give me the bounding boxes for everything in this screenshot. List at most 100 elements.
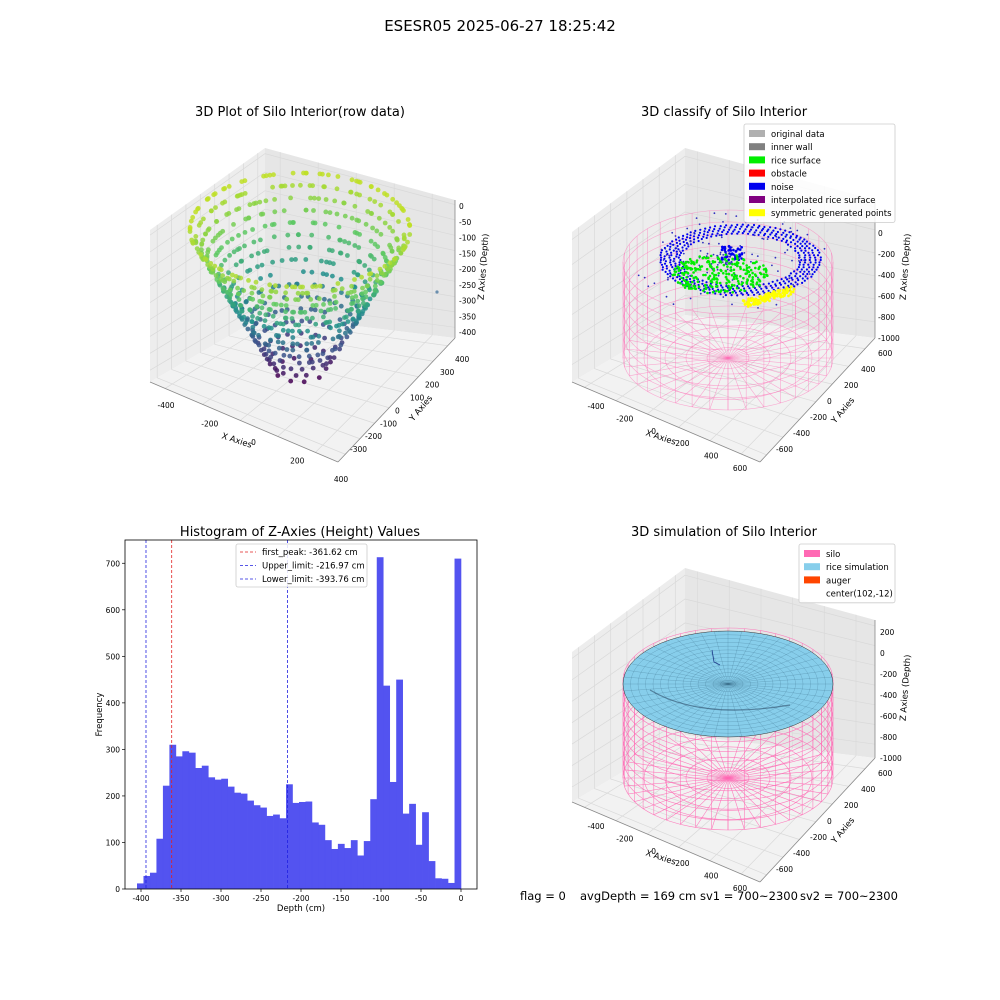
silo-floor-ring xyxy=(685,336,771,380)
rice-point xyxy=(691,280,694,284)
raw-point xyxy=(351,269,357,275)
silo-floor-spoke xyxy=(727,777,832,787)
histogram-bar xyxy=(441,878,449,889)
noise-point xyxy=(726,230,729,234)
noise-point xyxy=(669,258,672,262)
noise-point xyxy=(757,276,759,279)
raw-point xyxy=(268,272,273,278)
silo-floor-spoke xyxy=(642,777,729,809)
raw-point xyxy=(285,232,291,238)
grid-y xyxy=(594,635,784,858)
noise-point xyxy=(717,274,720,277)
noise-point xyxy=(755,229,758,232)
raw-point xyxy=(287,353,293,359)
raw-point xyxy=(275,339,281,345)
raw-point xyxy=(309,341,315,346)
noise-point xyxy=(665,264,668,268)
noise-point xyxy=(808,273,811,275)
noise-point xyxy=(659,261,662,264)
noise-point xyxy=(730,260,733,263)
noise-point xyxy=(736,247,740,251)
rice-point xyxy=(695,277,699,280)
noise-point xyxy=(693,231,696,234)
noise-point xyxy=(774,256,777,259)
noise-point xyxy=(682,234,685,237)
rice-point xyxy=(702,273,705,277)
legend-label: rice simulation xyxy=(826,563,889,573)
raw-point xyxy=(359,274,364,280)
raw-point xyxy=(357,232,362,237)
noise-point xyxy=(680,280,684,283)
y-tick-label: -400 xyxy=(793,429,810,438)
symmetric-point xyxy=(789,285,793,289)
noise-point xyxy=(686,227,689,230)
silo-floor-spoke xyxy=(691,357,729,408)
noise-point xyxy=(806,277,809,280)
raw-point xyxy=(274,368,280,373)
noise-point xyxy=(784,229,787,232)
rice-point xyxy=(685,283,688,287)
histogram-bar xyxy=(247,800,254,889)
rice-point xyxy=(680,266,684,270)
noise-point xyxy=(682,260,685,263)
histogram-bar xyxy=(195,768,203,889)
noise-point xyxy=(717,288,720,291)
raw-point xyxy=(281,208,287,214)
silo-floor-spoke xyxy=(653,777,729,816)
rice-point xyxy=(763,275,766,279)
raw-point xyxy=(249,284,255,290)
raw-point xyxy=(293,297,298,302)
noise-point xyxy=(782,237,785,240)
noise-point xyxy=(804,242,807,245)
noise-point xyxy=(669,245,672,248)
rice-point xyxy=(671,273,675,277)
symmetric-point xyxy=(789,290,793,293)
rice-point xyxy=(689,266,692,270)
raw-point xyxy=(355,298,361,304)
noise-point xyxy=(745,291,749,295)
raw-point xyxy=(332,198,338,204)
raw-point xyxy=(339,290,344,295)
noise-point xyxy=(747,285,750,288)
raw-point xyxy=(341,200,347,206)
noise-point xyxy=(663,255,666,258)
rice-point xyxy=(736,279,740,283)
noise-point xyxy=(723,226,726,229)
y-axis-label: Y Axies xyxy=(829,815,857,846)
y-tick-label: 0 xyxy=(827,817,832,826)
silo-floor-spoke xyxy=(628,761,729,779)
noise-point xyxy=(758,224,761,228)
raw-point xyxy=(382,263,388,269)
raw-point xyxy=(393,256,398,261)
noise-point xyxy=(813,270,816,273)
raw-point xyxy=(346,240,352,246)
raw-point xyxy=(213,205,218,211)
raw-point xyxy=(296,244,302,250)
noise-point xyxy=(722,229,725,232)
noise-point xyxy=(809,256,812,259)
noise-point xyxy=(711,230,715,233)
rice-mesh-spoke xyxy=(727,663,826,685)
rice-point xyxy=(745,266,749,270)
raw-point xyxy=(372,283,378,289)
rice-point xyxy=(715,281,719,285)
noise-point xyxy=(747,224,750,227)
noise-point xyxy=(786,243,790,246)
noise-point xyxy=(661,266,665,269)
noise-point xyxy=(816,266,819,269)
grid-x xyxy=(740,614,857,875)
rice-point xyxy=(704,284,707,287)
noise-point xyxy=(687,245,690,248)
noise-point xyxy=(810,275,813,278)
legend-swatch xyxy=(749,143,765,151)
noise-point xyxy=(784,235,787,238)
noise-point xyxy=(770,231,773,234)
histogram-bar xyxy=(311,822,319,889)
noise-point xyxy=(693,238,696,241)
rice-point xyxy=(730,283,734,287)
histogram-bar xyxy=(292,802,300,889)
raw-point xyxy=(377,266,383,272)
raw-point xyxy=(273,289,279,295)
silo-floor-spoke xyxy=(711,777,729,830)
raw-point xyxy=(316,296,322,302)
